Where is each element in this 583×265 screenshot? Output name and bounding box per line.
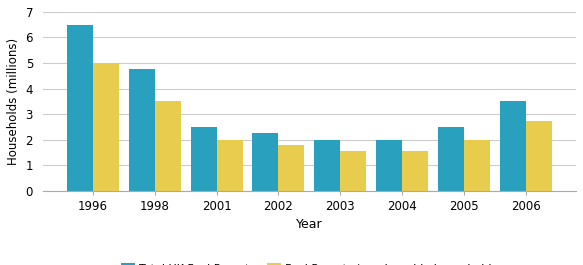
Bar [129,69,154,191]
Bar [191,127,217,191]
Bar [217,140,243,191]
Bar [376,140,402,191]
Bar [402,151,428,191]
Bar [314,140,340,191]
Bar [500,101,526,191]
Legend: Total UK Fuel Poverty, Fuel Poverty in vulnerable households: Total UK Fuel Poverty, Fuel Poverty in v… [117,259,502,265]
Bar [438,127,464,191]
Bar [67,25,93,191]
X-axis label: Year: Year [296,218,323,231]
Bar [279,145,304,191]
Bar [526,121,552,191]
Y-axis label: Households (millions): Households (millions) [7,38,20,165]
Bar [154,101,181,191]
Bar [252,133,279,191]
Bar [93,63,119,191]
Bar [464,140,490,191]
Bar [340,151,366,191]
